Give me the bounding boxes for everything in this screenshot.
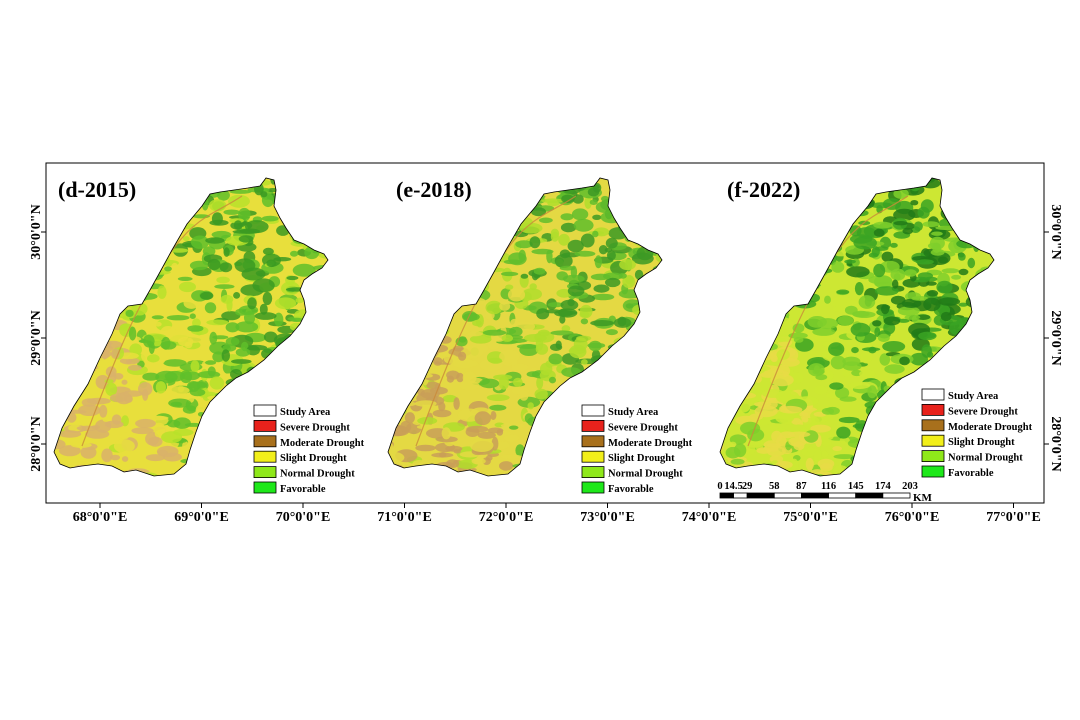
panel-label-2015: (d-2015) [58,177,136,202]
legend-label: Slight Drought [948,437,1015,448]
legend-swatch [253,466,277,479]
legend-swatch [921,388,945,401]
legend-swatch [581,481,605,494]
study-area-outline [53,177,329,477]
legend-label: Study Area [280,407,331,418]
x-tick-label: 72°0'0"E [479,510,534,525]
y-tick-label-left: 30°0'0"N [29,204,44,259]
x-tick-label: 70°0'0"E [276,510,331,525]
x-tick-label: 75°0'0"E [783,510,838,525]
scale-label: 116 [821,481,836,492]
x-tick-label: 77°0'0"E [986,510,1041,525]
legend-swatch [581,450,605,463]
scale-segment [773,492,802,499]
legend-label: Normal Drought [280,469,355,480]
legend-label: Favorable [608,484,654,495]
x-axis-ticks: 68°0'0"E 69°0'0"E 70°0'0"E 71°0'0"E 72°0'0"E… [73,503,1041,525]
legend-2018: Study Area Severe Drought Moderate Drought… [581,404,693,495]
scale-segment [855,492,884,499]
scale-label: 87 [796,481,807,492]
x-tick-label: 74°0'0"E [682,510,737,525]
scale-bar: 0 14.5 29 58 87 116 145 174 203 KM [717,481,932,504]
legend-2015: Study Area Severe Drought Moderate Drought… [253,404,365,495]
legend-swatch [921,403,945,416]
scale-label: 14.5 [724,481,742,492]
x-tick-label: 69°0'0"E [174,510,229,525]
legend-swatch [253,404,277,417]
scale-segment [828,492,857,499]
legend-label: Favorable [280,484,326,495]
scale-label: 29 [742,481,753,492]
scale-segment [719,492,734,499]
scale-segment [801,492,829,499]
legend-label: Normal Drought [948,453,1023,464]
y-tick-label-right: 28°0'0"N [1048,416,1063,471]
panel-label-2022: (f-2022) [727,177,800,202]
legend-label: Slight Drought [280,453,347,464]
scale-segment [882,492,911,499]
legend-label: Severe Drought [280,422,350,433]
legend-swatch [253,450,277,463]
scale-label: 174 [875,481,892,492]
y-tick-label-right: 30°0'0"N [1048,204,1063,259]
map-frame [45,162,1045,504]
y-axis-ticks: 30°0'0"N 30°0'0"N 29°0'0"N 29°0'0"N 28°0'0"N… [29,204,1063,471]
scale-unit: KM [913,492,933,504]
legend-swatch [253,435,277,448]
legend-swatch [921,450,945,463]
legend-swatch [581,466,605,479]
study-area-outline [387,177,663,477]
y-tick-label-left: 28°0'0"N [29,416,44,471]
legend-label: Favorable [948,468,994,479]
legend-swatch [921,465,945,478]
scale-label: 0 [717,481,722,492]
legend-label: Severe Drought [948,406,1018,417]
study-area-outline [719,177,995,477]
legend-label: Moderate Drought [608,438,693,449]
legend-2022: Study Area Severe Drought Moderate Drought… [921,388,1033,479]
x-tick-label: 68°0'0"E [73,510,128,525]
scale-label: 145 [848,481,864,492]
legend-label: Study Area [948,391,999,402]
scale-segment [746,492,775,499]
scale-label: 58 [769,481,780,492]
scale-segment [733,492,748,499]
y-tick-label-right: 29°0'0"N [1048,310,1063,365]
legend-label: Moderate Drought [948,422,1033,433]
legend-label: Moderate Drought [280,438,365,449]
legend-swatch [581,435,605,448]
legend-label: Normal Drought [608,469,683,480]
legend-label: Severe Drought [608,422,678,433]
map-panels [53,177,995,477]
legend-swatch [921,419,945,432]
legend-swatch [581,419,605,432]
x-tick-label: 76°0'0"E [885,510,940,525]
legend-swatch [253,419,277,432]
legend-label: Study Area [608,407,659,418]
legend-swatch [581,404,605,417]
panel-label-2018: (e-2018) [396,177,472,202]
x-tick-label: 73°0'0"E [580,510,635,525]
scale-label: 203 [902,481,918,492]
y-tick-label-left: 29°0'0"N [29,310,44,365]
x-tick-label: 71°0'0"E [377,510,432,525]
legend-swatch [253,481,277,494]
legend-label: Slight Drought [608,453,675,464]
legend-swatch [921,434,945,447]
